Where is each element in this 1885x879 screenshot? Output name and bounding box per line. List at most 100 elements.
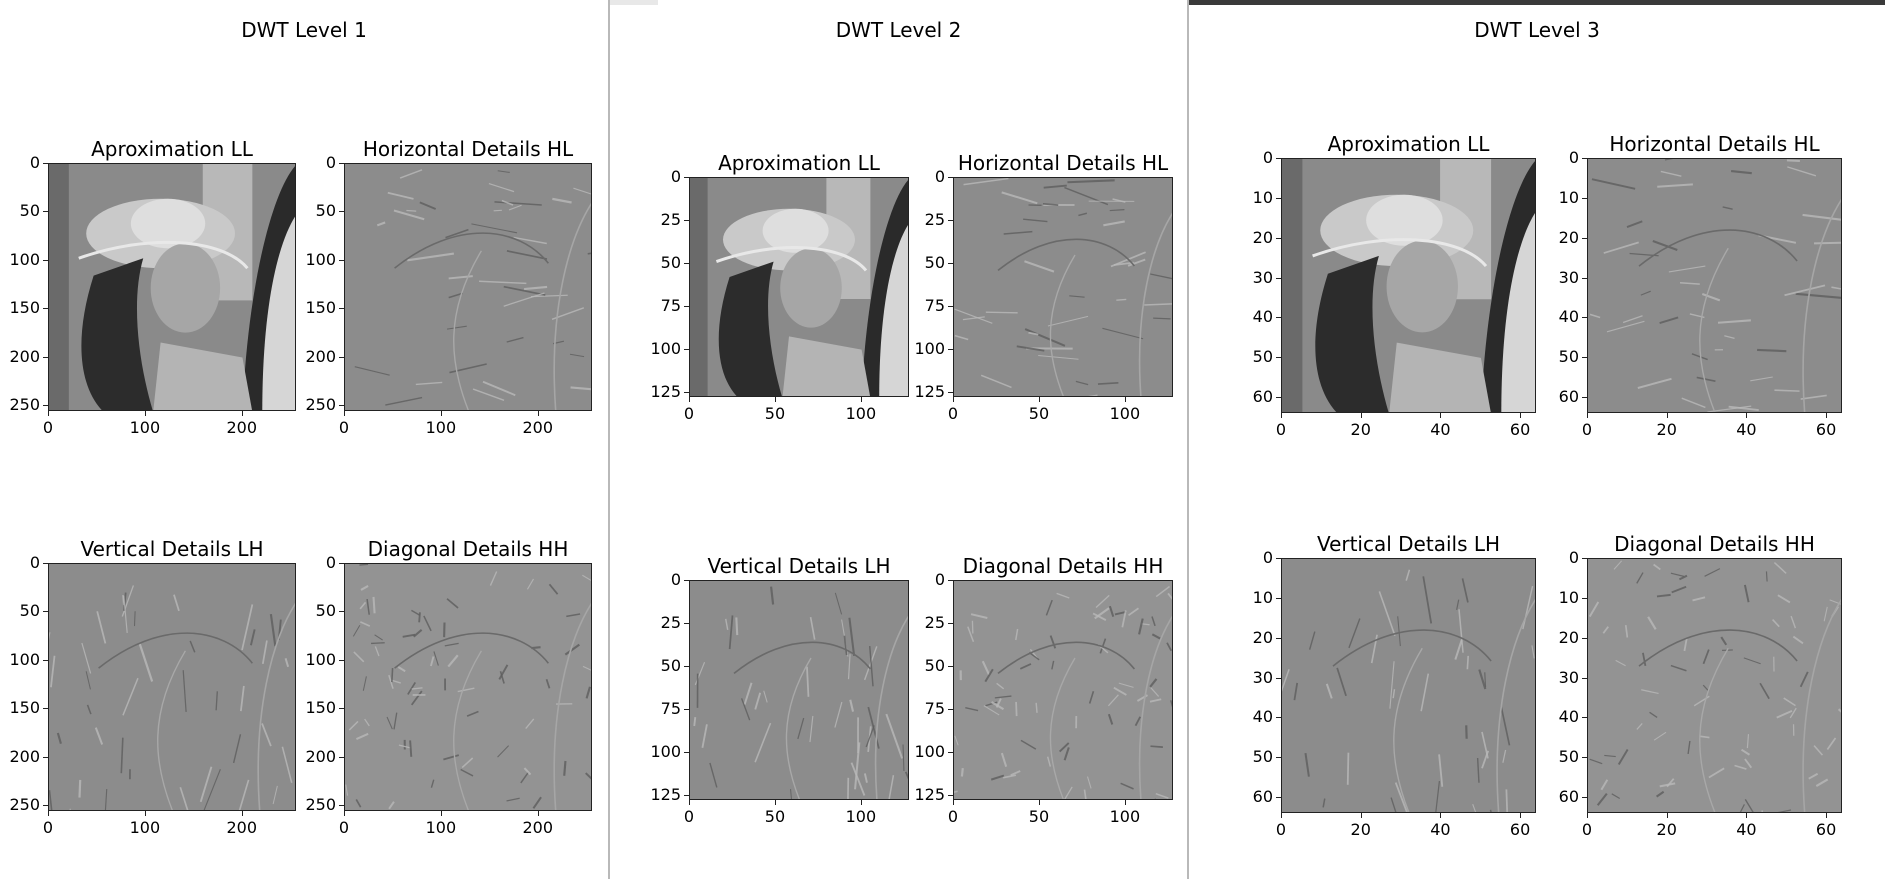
y-tick-label: 50 [315,601,336,621]
y-tick-label: 50 [19,601,40,621]
x-tick-label: 100 [425,418,457,437]
x-tick-mark [344,811,345,816]
x-tick-mark [537,811,539,816]
y-tick-mark [43,611,48,613]
y-tick-mark [684,348,689,350]
y-tick-mark [1582,797,1587,799]
y-tick-label: 30 [1558,667,1579,687]
y-tick-mark [1276,757,1281,759]
subplot-title: Aproximation LL [91,137,253,161]
y-tick-label: 40 [1252,307,1273,327]
x-tick-mark [1826,413,1828,418]
x-tick-mark [1587,413,1588,418]
x-tick-mark [1038,397,1040,402]
y-tick-label: 100 [650,338,681,358]
y-tick-label: 200 [305,346,336,366]
y-tick-mark [684,177,689,178]
x-tick-label: 100 [1109,404,1141,423]
image-heatmap [954,178,1172,396]
y-tick-label: 250 [9,395,40,415]
subplot-image-horizontal [344,163,592,411]
y-tick-mark [1582,237,1587,239]
y-tick-label: 10 [1558,187,1579,207]
y-tick-label: 0 [1262,148,1273,167]
subplot-title: Vertical Details LH [80,537,264,561]
y-tick-label: 0 [670,167,681,186]
figure-window-level-3: DWT Level 3 Aproximation LL 0 10 20 30 40 50 60… [1189,0,1885,879]
y-tick-label: 250 [9,795,40,815]
x-tick-label: 0 [683,807,695,826]
y-tick-label: 75 [924,295,945,315]
y-tick-mark [1276,317,1281,319]
y-tick-label: 30 [1558,267,1579,287]
x-tick-mark [440,411,442,416]
y-tick-label: 30 [1252,667,1273,687]
y-tick-label: 250 [305,395,336,415]
y-tick-label: 50 [315,201,336,221]
y-tick-label: 200 [305,746,336,766]
y-tick-mark [948,794,953,796]
y-tick-label: 40 [1558,707,1579,727]
y-tick-mark [1582,397,1587,399]
y-tick-label: 20 [1252,627,1273,647]
y-tick-mark [339,405,344,407]
y-tick-mark [43,563,48,564]
y-tick-mark [1276,637,1281,639]
y-tick-mark [684,391,689,393]
x-tick-label: 0 [1581,420,1593,439]
x-tick-label: 100 [845,807,877,826]
x-tick-label: 60 [1815,820,1837,839]
image-heatmap [1282,559,1535,812]
x-tick-label: 20 [1350,820,1371,839]
y-tick-label: 100 [9,249,40,269]
x-tick-label: 50 [1028,807,1050,826]
y-tick-label: 200 [9,746,40,766]
y-tick-label: 40 [1252,707,1273,727]
y-tick-mark [1276,277,1281,279]
x-tick-mark [1746,813,1748,818]
x-tick-label: 100 [129,418,161,437]
x-tick-label: 0 [338,418,350,437]
y-tick-mark [1582,277,1587,279]
y-tick-mark [1276,158,1281,159]
y-tick-label: 125 [650,381,681,401]
image-heatmap [690,581,908,799]
window-divider [1187,0,1189,879]
x-tick-mark [1360,413,1362,418]
window-topbar [610,0,658,5]
x-tick-label: 40 [1736,420,1757,439]
subplot-title: Horizontal Details HL [362,137,574,161]
y-tick-label: 125 [914,381,945,401]
y-tick-mark [684,219,689,221]
y-tick-label: 0 [934,570,945,589]
x-tick-mark [344,411,345,416]
y-tick-mark [684,794,689,796]
y-tick-label: 150 [9,698,40,718]
subplot-title: Vertical Details LH [707,554,891,578]
x-tick-mark [774,800,776,805]
x-tick-label: 100 [425,818,457,837]
y-tick-mark [948,708,953,710]
y-tick-mark [339,163,344,164]
y-tick-label: 0 [325,553,336,572]
x-tick-mark [953,397,954,402]
subplot-image-approx [48,163,296,411]
y-tick-mark [43,708,48,710]
subplot-image-diagonal [953,580,1173,800]
y-tick-mark [339,259,344,261]
x-tick-label: 100 [845,404,877,423]
y-tick-label: 0 [934,167,945,186]
y-tick-mark [339,756,344,758]
x-tick-mark [774,397,776,402]
x-tick-label: 0 [947,404,959,423]
x-tick-label: 60 [1509,420,1531,439]
subplot-title: Horizontal Details HL [1609,132,1820,156]
y-tick-mark [1276,357,1281,359]
subplot-title: Diagonal Details HH [1614,532,1815,556]
y-tick-mark [948,177,953,178]
y-tick-label: 0 [325,153,336,172]
x-tick-label: 40 [1430,420,1451,439]
x-tick-label: 100 [1109,807,1141,826]
y-tick-mark [948,580,953,581]
x-tick-label: 0 [1581,820,1593,839]
